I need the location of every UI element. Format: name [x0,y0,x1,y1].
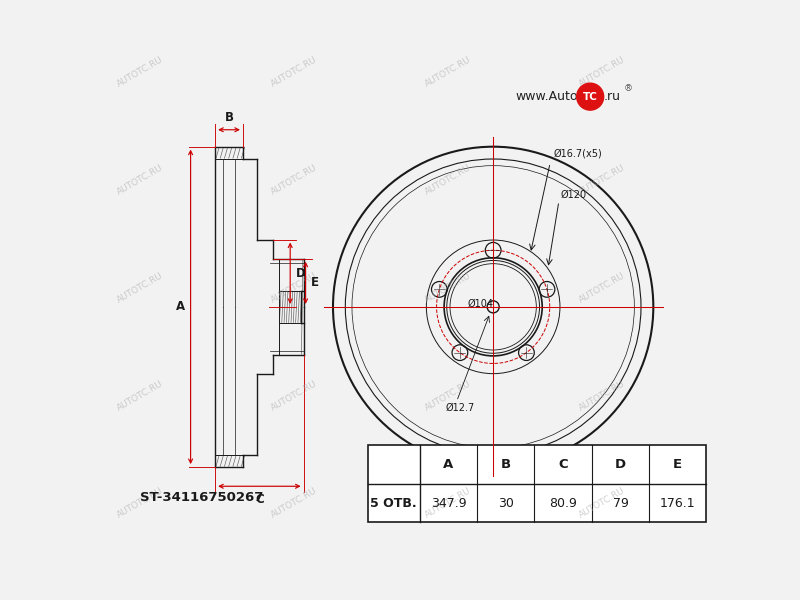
Text: AUTOTC.RU: AUTOTC.RU [116,379,165,412]
Text: Ø16.7(x5): Ø16.7(x5) [554,149,602,159]
Text: AUTOTC.RU: AUTOTC.RU [578,379,627,412]
Text: 79: 79 [613,497,628,510]
Text: www.Auto: www.Auto [515,90,578,103]
Text: AUTOTC.RU: AUTOTC.RU [270,163,319,197]
Text: AUTOTC.RU: AUTOTC.RU [424,163,473,197]
Text: AUTOTC.RU: AUTOTC.RU [270,271,319,304]
Text: 5 ОТВ.: 5 ОТВ. [370,497,417,510]
Text: E: E [311,277,319,289]
Text: AUTOTC.RU: AUTOTC.RU [424,271,473,304]
Text: 176.1: 176.1 [660,497,695,510]
Text: AUTOTC.RU: AUTOTC.RU [116,163,165,197]
Text: TC: TC [582,92,598,101]
Text: 347.9: 347.9 [430,497,466,510]
Circle shape [577,83,604,110]
Text: E: E [674,458,682,471]
Text: Ø120: Ø120 [561,190,586,200]
Text: ST-34116750267: ST-34116750267 [141,491,264,503]
Text: AUTOTC.RU: AUTOTC.RU [116,271,165,304]
Text: B: B [225,110,234,124]
Bar [368,445,706,523]
Text: Ø104: Ø104 [468,299,494,309]
Text: AUTOTC.RU: AUTOTC.RU [578,163,627,197]
Text: B: B [501,458,511,471]
Text: AUTOTC.RU: AUTOTC.RU [116,487,165,520]
Text: A: A [443,458,454,471]
Text: AUTOTC.RU: AUTOTC.RU [424,55,473,89]
Text: 30: 30 [498,497,514,510]
Text: ®: ® [624,85,633,94]
Text: 80.9: 80.9 [549,497,577,510]
Text: AUTOTC.RU: AUTOTC.RU [424,379,473,412]
Text: .ru: .ru [604,90,621,103]
Text: AUTOTC.RU: AUTOTC.RU [578,487,627,520]
Text: C: C [558,458,568,471]
Text: AUTOTC.RU: AUTOTC.RU [578,55,627,89]
Text: AUTOTC.RU: AUTOTC.RU [270,55,319,89]
Text: D: D [295,267,306,280]
Text: AUTOTC.RU: AUTOTC.RU [270,487,319,520]
Text: C: C [255,493,264,506]
Text: AUTOTC.RU: AUTOTC.RU [116,55,165,89]
Text: AUTOTC.RU: AUTOTC.RU [270,379,319,412]
Text: Ø12.7: Ø12.7 [445,403,474,413]
Text: AUTOTC.RU: AUTOTC.RU [578,271,627,304]
Text: A: A [176,301,186,313]
Text: D: D [615,458,626,471]
Text: AUTOTC.RU: AUTOTC.RU [424,487,473,520]
